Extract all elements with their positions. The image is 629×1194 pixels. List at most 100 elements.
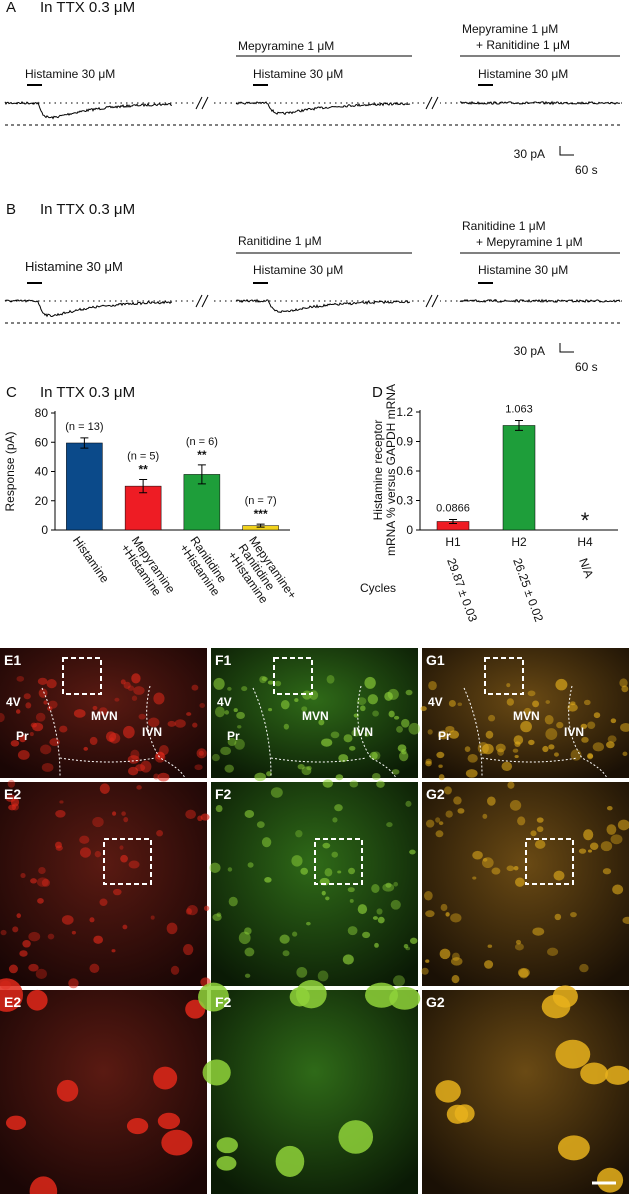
panel-letter: C xyxy=(6,384,17,401)
cell xyxy=(301,766,312,776)
cell xyxy=(451,952,460,961)
condition: In TTX 0.3 μM xyxy=(40,201,135,218)
cell xyxy=(435,1080,461,1103)
cell xyxy=(236,711,245,720)
cell xyxy=(405,800,412,807)
cell xyxy=(37,677,48,685)
cell xyxy=(393,881,399,887)
cell xyxy=(610,834,623,845)
cell xyxy=(38,688,48,698)
cell xyxy=(552,985,578,1008)
cell xyxy=(35,968,47,979)
region-label: Pr xyxy=(438,729,451,743)
cell xyxy=(485,730,494,739)
cell xyxy=(105,731,117,742)
current-trace xyxy=(459,298,621,304)
x-tick-label: Mepyramine+Histamine xyxy=(118,534,178,604)
n-label: (n = 5) xyxy=(127,451,159,463)
cell xyxy=(29,1176,58,1194)
cell xyxy=(331,851,339,858)
cell xyxy=(495,743,506,753)
cell xyxy=(445,912,450,917)
cell xyxy=(170,965,180,975)
cell xyxy=(183,943,194,956)
cell xyxy=(322,779,334,788)
cell xyxy=(451,975,460,984)
cell xyxy=(233,708,238,713)
cell xyxy=(213,677,225,690)
cell xyxy=(227,867,233,872)
micrograph xyxy=(0,648,207,778)
y-tick-label: 0.6 xyxy=(396,464,413,478)
y-tick-label: 20 xyxy=(35,494,49,508)
micrograph xyxy=(211,990,418,1194)
cell xyxy=(332,817,338,823)
cell xyxy=(401,718,410,728)
cell xyxy=(514,754,519,759)
cell xyxy=(214,706,225,718)
cell xyxy=(25,702,32,709)
cell xyxy=(536,826,544,833)
cell xyxy=(174,719,186,728)
cell xyxy=(10,797,20,807)
cell xyxy=(93,935,104,944)
cell xyxy=(570,912,577,918)
cell xyxy=(528,739,535,746)
cell xyxy=(123,681,131,689)
cell xyxy=(437,730,449,740)
cell xyxy=(108,732,121,744)
cell xyxy=(92,705,98,711)
cell xyxy=(209,862,221,873)
cell xyxy=(267,680,274,685)
cell xyxy=(282,950,290,957)
significance: *** xyxy=(254,507,268,521)
cell xyxy=(347,887,355,893)
cell xyxy=(56,1079,79,1102)
tile-label: E1 xyxy=(4,652,21,668)
cell xyxy=(555,678,568,691)
cell xyxy=(435,830,444,838)
cell xyxy=(296,966,308,978)
cell xyxy=(153,773,160,780)
cell xyxy=(275,1145,305,1177)
cell xyxy=(392,975,405,987)
cell xyxy=(234,738,245,750)
scale-bar xyxy=(559,146,574,156)
cell xyxy=(198,982,229,1012)
cell xyxy=(274,680,282,687)
cell xyxy=(166,922,178,935)
cell xyxy=(542,745,549,753)
region-label: 4V xyxy=(217,695,232,709)
cell xyxy=(338,1120,374,1154)
cell xyxy=(579,963,589,973)
cell xyxy=(237,725,242,729)
cell xyxy=(99,783,110,794)
cell xyxy=(506,698,514,706)
cell xyxy=(501,761,513,772)
cell xyxy=(153,692,165,705)
cell xyxy=(264,877,272,883)
roi-box xyxy=(62,657,102,695)
cell xyxy=(399,751,409,762)
cell xyxy=(28,931,41,942)
n-label: (n = 7) xyxy=(245,495,277,507)
cell xyxy=(297,764,305,770)
scale-label: 60 s xyxy=(575,360,598,374)
cell xyxy=(300,867,308,875)
cell xyxy=(439,948,451,960)
cell xyxy=(382,883,395,892)
cell xyxy=(47,933,55,940)
cell xyxy=(425,760,432,767)
cell xyxy=(99,898,108,906)
cell xyxy=(247,862,254,868)
cell xyxy=(198,750,204,756)
cell xyxy=(8,964,18,974)
cell xyxy=(136,785,142,790)
cell xyxy=(20,873,26,879)
cell xyxy=(111,949,116,953)
cell xyxy=(131,695,138,701)
cell xyxy=(420,706,427,712)
cell xyxy=(580,723,588,729)
cell xyxy=(0,712,5,723)
cell xyxy=(270,787,283,798)
